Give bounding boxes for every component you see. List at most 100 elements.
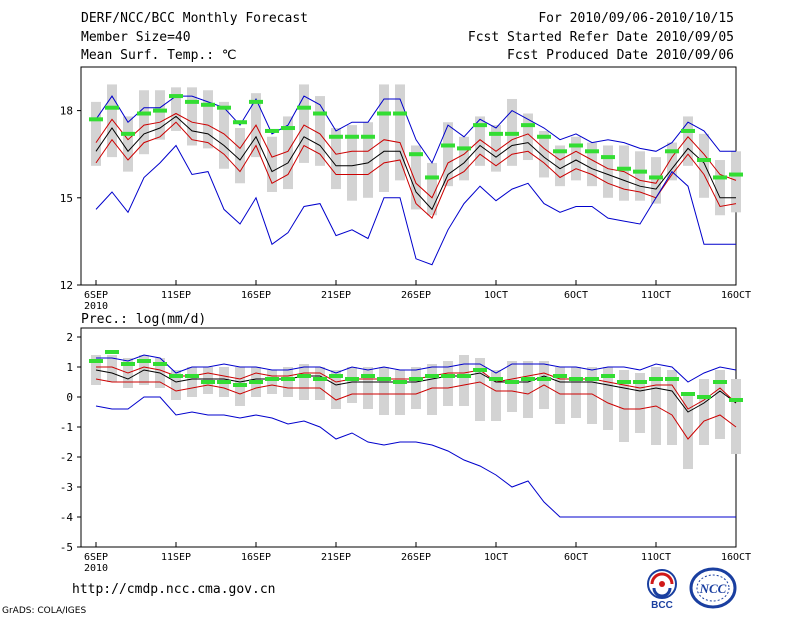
temp-member-mark-24 [473,123,487,128]
temp-box-32 [603,145,613,198]
prec-box-33 [619,370,629,442]
temp-member-mark-37 [681,128,695,133]
prec-series-lower [95,378,737,440]
prec-box-34 [635,373,645,433]
temp-xtick-label-3: 21SEP [321,290,351,301]
prec-xtick-label-4: 26SEP [401,552,431,563]
prec-panel-title: Prec.: log(mm/d) [81,312,206,327]
temp-series-upper [95,112,737,199]
prec-member-mark-30 [569,377,583,381]
prec-series-max [96,354,737,383]
temp-box-9 [235,128,245,184]
temp-box-39 [715,160,725,216]
temp-member-mark-31 [585,149,599,154]
temp-member-mark-15 [329,134,343,139]
prec-box-31 [587,367,597,424]
temp-member-mark-35 [649,175,663,180]
prec-box-18 [379,367,389,415]
prec-box-22 [443,361,453,406]
temp-box-23 [459,136,469,181]
temp-member-mark-33 [617,166,631,171]
temp-panel: 12 15 18 6SEP 11SEP 16SEP 21SEP 26SEP 1OCT 6OCT 11… [60,66,751,312]
temp-box-14 [315,96,325,166]
prec-box-27 [523,361,533,418]
prec-member-mark-39 [713,380,727,384]
temp-box-21 [427,162,437,216]
temp-member-mark-13 [297,105,311,110]
prec-ytick-label-3: -2 [60,451,73,464]
temp-member-mark-12 [281,126,295,131]
bcc-logo-text: BCC [651,600,673,610]
temp-box-24 [475,116,485,166]
prec-member-mark-11 [265,377,279,381]
prec-box-6 [187,367,197,397]
source-url[interactable]: http://cmdp.ncc.cma.gov.cn [72,582,276,597]
variable-label: Mean Surf. Temp.: ℃ [81,48,237,63]
temp-box-34 [635,151,645,201]
temp-box-4 [155,90,165,140]
temp-series-min [95,144,736,266]
prec-member-mark-26 [505,380,519,384]
prec-member-mark-40 [729,398,743,402]
prec-box-13 [299,364,309,400]
prec-member-mark-3 [137,359,151,363]
temp-member-mark-22 [441,143,455,148]
prec-box-21 [427,364,437,415]
temp-member-mark-2 [121,131,135,136]
prec-member-mark-16 [345,377,359,381]
temp-xtick-label-0: 6SEP [84,290,108,301]
temp-member-mark-39 [713,175,727,180]
temp-xtick-year: 2010 [84,301,108,312]
prec-member-mark-18 [377,377,391,381]
prec-box-20 [411,367,421,409]
temp-box-19 [395,84,405,181]
prec-member-mark-10 [249,380,263,384]
temp-xtick-label-5: 1OCT [484,290,508,301]
temp-member-mark-10 [249,99,263,104]
temp-member-mark-5 [169,94,183,99]
temp-member-mark-23 [457,146,471,151]
prec-box-11 [267,370,277,394]
temp-box-25 [491,125,501,172]
ncc-logo-text: NCC [699,581,727,596]
prec-member-mark-23 [457,374,471,378]
prec-xtick-year: 2010 [84,563,108,574]
fcst-produced-date: Fcst Produced Date 2010/09/06 [507,48,734,63]
prec-xtick-label-1: 11SEP [161,552,191,563]
temp-xtick-label-4: 26SEP [401,290,431,301]
prec-member-mark-34 [633,380,647,384]
temp-box-29 [555,145,565,187]
temp-box-17 [363,122,373,198]
temp-box-0 [91,101,101,166]
temp-member-mark-30 [569,143,583,148]
temp-box-7 [203,90,213,149]
ncc-logo: NCC [689,567,737,609]
temp-box-28 [539,130,549,178]
prec-ytick-label-0: -5 [60,541,73,554]
prec-box-23 [459,355,469,406]
prec-box-16 [347,367,357,403]
temp-member-mark-18 [377,111,391,116]
prec-member-mark-38 [697,395,711,399]
temp-box-5 [171,87,181,131]
prec-member-mark-6 [185,374,199,378]
temp-series-max [95,95,736,164]
prec-member-mark-14 [313,377,327,381]
temp-box-8 [219,101,229,169]
prec-member-mark-32 [601,374,615,378]
prec-plot-frame [80,327,737,548]
temp-member-mark-28 [537,134,551,139]
prec-member-mark-22 [441,374,455,378]
prec-member-mark-21 [425,374,439,378]
temp-member-mark-21 [425,175,439,180]
temp-series-mean [95,115,736,211]
temp-member-mark-11 [265,128,279,133]
prec-box-14 [315,367,325,400]
temp-xtick-label-1: 11SEP [161,290,191,301]
forecast-period: For 2010/09/06-2010/10/15 [538,11,734,26]
prec-xtick-label-3: 21SEP [321,552,351,563]
temp-box-3 [139,90,149,155]
temp-box-33 [619,145,629,201]
prec-ytick-label-7: 2 [66,331,73,344]
prec-member-mark-7 [201,380,215,384]
